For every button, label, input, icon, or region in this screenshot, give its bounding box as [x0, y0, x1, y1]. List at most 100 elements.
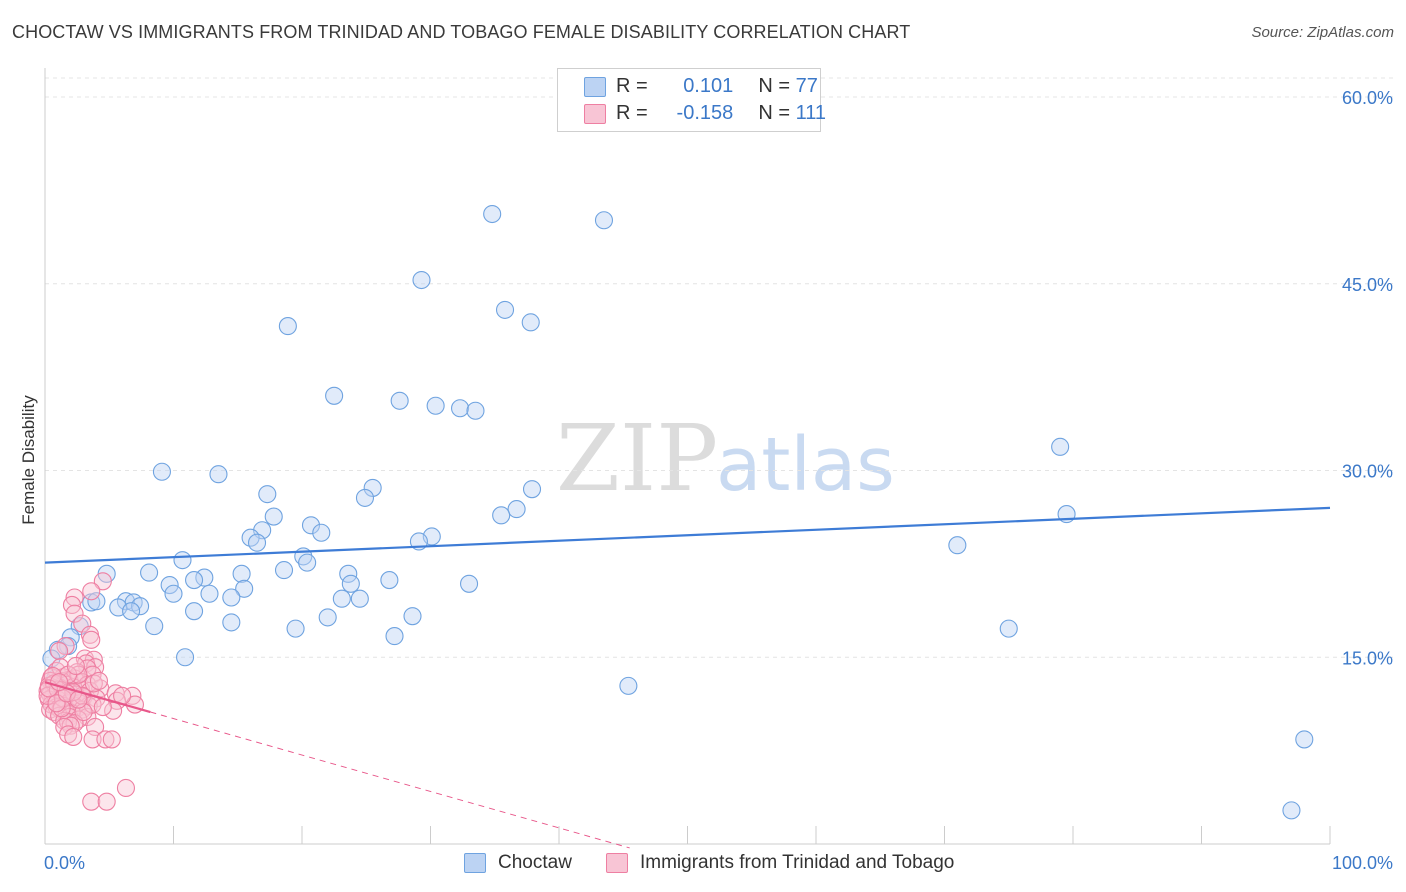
choctaw-point — [232, 564, 251, 583]
choctaw-point — [390, 391, 409, 410]
choctaw-point — [1282, 801, 1301, 820]
choctaw-point — [200, 584, 219, 603]
choctaw-point — [185, 602, 204, 621]
choctaw-point — [999, 619, 1018, 638]
source-label: Source: ZipAtlas.com — [1251, 24, 1394, 41]
choctaw-point — [131, 597, 150, 616]
trinidad-point — [97, 792, 116, 811]
choctaw-point — [380, 571, 399, 590]
choctaw-point — [298, 553, 317, 572]
stats-legend: R = 0.101 N = 77 R = -0.158 N = 111 — [557, 68, 826, 132]
trinidad-point — [84, 674, 103, 693]
choctaw-point — [264, 507, 283, 526]
choctaw-point — [164, 584, 183, 603]
choctaw-point — [145, 617, 164, 636]
trinidad-point — [65, 604, 84, 623]
trinidad-point — [64, 727, 83, 746]
choctaw-point — [1295, 730, 1314, 749]
n-label: N = — [758, 102, 791, 124]
choctaw-point — [222, 613, 241, 632]
choctaw-point — [483, 204, 502, 224]
trinidad-legend-swatch — [606, 853, 628, 873]
choctaw-point — [247, 533, 267, 552]
r-value: 0.101 — [683, 75, 734, 97]
trinidad-point — [82, 582, 101, 601]
choctaw-point — [301, 516, 321, 535]
choctaw-point — [235, 579, 254, 598]
choctaw-point — [403, 607, 422, 626]
choctaw-point — [173, 551, 192, 570]
y-axis-label: Female Disability — [19, 395, 38, 525]
trinidad-point — [83, 730, 102, 749]
trinidad-trend-line — [44, 681, 151, 714]
r-label: R = — [616, 75, 648, 97]
choctaw-point — [278, 317, 297, 336]
trinidad-trend-extension — [150, 711, 630, 849]
y-tick-label: 45.0% — [1342, 275, 1393, 295]
trinidad-point — [116, 778, 136, 798]
trinidad-point — [38, 686, 57, 705]
trinidad-swatch — [584, 104, 606, 124]
trinidad-point — [50, 641, 69, 661]
chart-title: CHOCTAW VS IMMIGRANTS FROM TRINIDAD AND … — [12, 22, 911, 42]
choctaw-point — [87, 592, 106, 611]
legend-label-trinidad: Immigrants from Trinidad and Tobago — [640, 852, 955, 873]
legend-label-choctaw: Choctaw — [498, 852, 572, 873]
choctaw-point — [412, 270, 431, 290]
n-value: 77 — [795, 75, 818, 97]
choctaw-trend-line — [44, 506, 1331, 564]
choctaw-point — [948, 536, 967, 555]
choctaw-swatch — [584, 77, 606, 97]
n-value: 111 — [795, 102, 827, 124]
choctaw-point — [176, 648, 195, 667]
trinidad-point — [93, 572, 112, 591]
choctaw-point — [258, 485, 277, 504]
choctaw-point — [495, 300, 515, 319]
choctaw-point — [355, 488, 375, 507]
trinidad-point — [82, 792, 101, 811]
choctaw-point — [385, 627, 404, 646]
choctaw-point — [507, 500, 526, 519]
trinidad-point — [66, 656, 85, 676]
choctaw-point — [222, 588, 241, 607]
choctaw-point — [350, 589, 369, 608]
choctaw-point — [594, 211, 614, 230]
choctaw-point — [332, 589, 351, 608]
trinidad-point — [59, 725, 78, 744]
y-tick-label: 30.0% — [1342, 462, 1393, 482]
trinidad-point — [102, 730, 121, 749]
r-value: -0.158 — [676, 102, 734, 124]
choctaw-point — [522, 480, 542, 499]
y-tick-label: 60.0% — [1342, 88, 1393, 108]
choctaw-point — [274, 561, 294, 580]
choctaw-point — [341, 574, 360, 593]
choctaw-point — [325, 386, 344, 405]
trinidad-point — [96, 730, 115, 749]
choctaw-point — [185, 571, 204, 590]
choctaw-point — [451, 399, 470, 418]
choctaw-point — [619, 676, 638, 695]
choctaw-point — [312, 523, 331, 542]
choctaw-point — [152, 462, 171, 481]
choctaw-point — [122, 602, 141, 621]
choctaw-point — [209, 465, 228, 484]
watermark-zip: ZIP — [556, 405, 718, 512]
choctaw-point — [426, 396, 445, 415]
trinidad-point — [86, 658, 105, 677]
choctaw-legend-swatch — [464, 853, 486, 873]
choctaw-point — [140, 563, 159, 582]
r-label: R = — [616, 102, 648, 124]
watermark-atlas: atlas — [716, 422, 895, 508]
choctaw-point — [459, 574, 479, 593]
x-tick-label: 0.0% — [44, 853, 85, 873]
choctaw-point — [1051, 437, 1070, 456]
n-label: N = — [758, 75, 791, 97]
trinidad-point — [89, 671, 109, 690]
choctaw-point — [466, 401, 485, 420]
trinidad-point — [82, 630, 101, 649]
choctaw-point — [286, 619, 305, 638]
choctaw-point — [318, 608, 337, 627]
x-tick-label: 100.0% — [1332, 853, 1393, 873]
y-tick-label: 15.0% — [1342, 648, 1393, 668]
choctaw-point — [492, 506, 511, 525]
